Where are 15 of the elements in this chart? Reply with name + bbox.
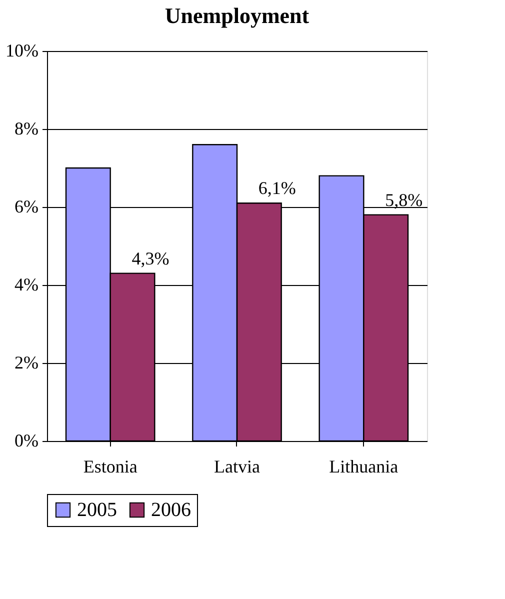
y-tick-label: 8% [14,118,38,138]
y-tick-label: 4% [14,274,38,294]
x-tick-label: Estonia [83,456,138,476]
y-tick-label: 0% [14,430,38,450]
data-label: 5,8% [385,190,423,210]
data-label: 4,3% [132,248,170,268]
y-tick-label: 2% [14,352,38,372]
legend-label: 2006 [151,499,191,521]
legend-label: 2005 [77,499,117,521]
x-tick-label: Latvia [214,456,260,476]
y-tick-label: 10% [6,40,38,60]
x-tick-label: Lithuania [329,456,398,476]
data-label: 6,1% [258,178,296,198]
y-tick-label: 6% [14,196,38,216]
chart-title: Unemployment [164,3,310,28]
